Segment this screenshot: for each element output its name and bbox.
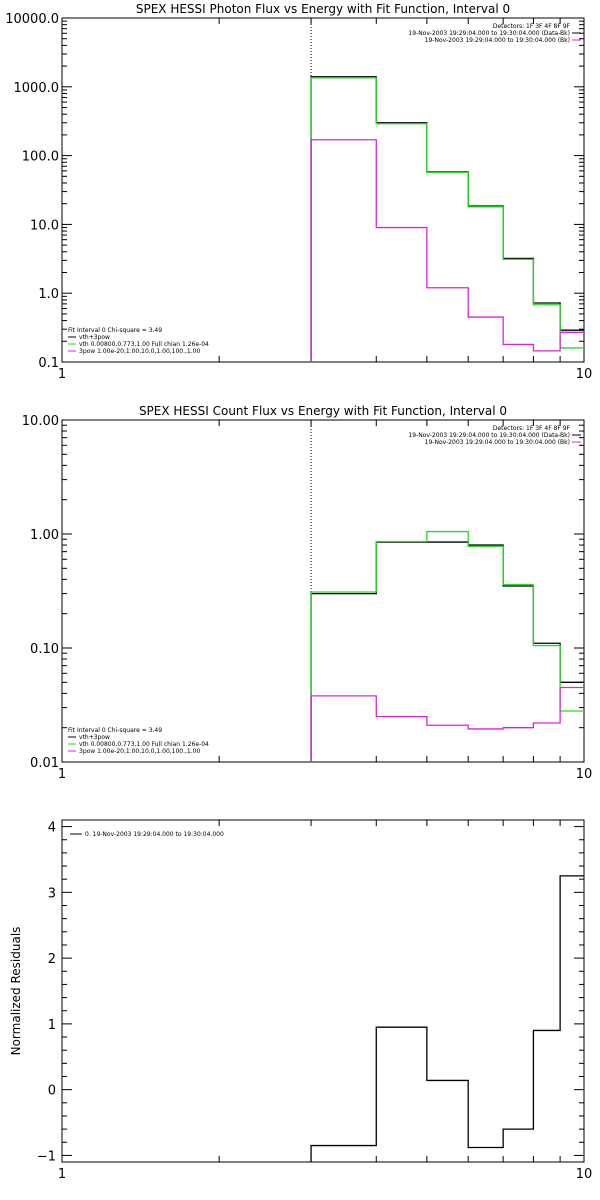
fit-component-label: vth 0.00800,0.773,1.00 Full chian 1.26e-… <box>79 741 209 748</box>
fit-summary: Fit Interval 0 Chi-square = 3.49 <box>68 727 162 734</box>
y-tick-label: 100.0 <box>22 150 59 165</box>
y-tick-label: 1.0 <box>38 287 59 302</box>
interval-label: 19-Nov-2003 19:29:04.000 to 19:30:04.000… <box>425 439 570 446</box>
y-tick-label: 10.0 <box>30 218 59 233</box>
y-tick-label: −1 <box>37 1149 56 1164</box>
y-tick-label: 0 <box>48 1084 56 1099</box>
plot-frame <box>61 819 585 1163</box>
fit-component-label: vth+3pow <box>79 734 110 741</box>
chart-title: SPEX HESSI Photon Flux vs Energy with Fi… <box>136 2 510 16</box>
series-thermal <box>310 530 584 762</box>
x-tick-label: 10 <box>576 1167 593 1182</box>
y-axis-label: Normalized Residuals <box>9 927 23 1056</box>
y-tick-label: 2 <box>48 952 56 967</box>
detectors-label: Detectors: 1F 3F 4F 8F 9F <box>493 425 571 432</box>
y-tick-label: 1.00 <box>30 528 59 543</box>
y-tick-label: 0.01 <box>30 756 59 771</box>
y-tick-label: 0.1 <box>38 356 59 371</box>
chart-title: SPEX HESSI Count Flux vs Energy with Fit… <box>139 404 507 418</box>
interval-label: 19-Nov-2003 19:29:04.000 to 19:30:04.000… <box>408 30 570 37</box>
x-tick-label: 1 <box>58 767 66 782</box>
series-group <box>310 530 584 762</box>
x-tick-label: 10 <box>576 367 593 382</box>
x-tick-label: 1 <box>58 1167 66 1182</box>
panel-3: Normalized Residuals 1 10 −1 0 1 2 3 4 0. 19-Nov-… <box>9 819 593 1182</box>
interval-label: 19-Nov-2003 19:29:04.000 to 19:30:04.000… <box>425 37 570 44</box>
series-total <box>310 541 584 762</box>
fit-component-label: 3pow 1.00e-20,1.00,10.0,1.00,100.,1.00 <box>79 348 200 355</box>
y-tick-label: 10000.0 <box>5 12 59 27</box>
series-pileup <box>310 139 584 362</box>
fit-component-label: vth+3pow <box>79 334 110 341</box>
panel-1: SPEX HESSI Photon Flux vs Energy with Fi… <box>5 2 592 382</box>
plot-frame <box>61 17 585 363</box>
y-tick-label: 3 <box>48 886 56 901</box>
detectors-label: Detectors: 1F 3F 4F 8F 9F <box>493 23 571 30</box>
interval-label: 19-Nov-2003 19:29:04.000 to 19:30:04.000… <box>408 432 570 439</box>
fit-component-label: 3pow 1.00e-20,1.00,10.0,1.00,100.,1.00 <box>79 748 200 755</box>
y-tick-label: 10.00 <box>22 414 59 429</box>
fit-component-label: vth 0.00800,0.773,1.00 Full chian 1.26e-… <box>79 341 209 348</box>
x-tick-label: 10 <box>576 767 593 782</box>
panel-2: SPEX HESSI Count Flux vs Energy with Fit… <box>22 404 592 782</box>
series-group <box>310 76 584 362</box>
series-group <box>310 875 584 1162</box>
panels: SPEX HESSI Photon Flux vs Energy with Fi… <box>5 2 592 1182</box>
fit-summary: Fit Interval 0 Chi-square = 3.49 <box>68 327 162 334</box>
y-tick-label: 0.10 <box>30 642 59 657</box>
legend-entry: 0. 19-Nov-2003 19:29:04.000 to 19:30:04.… <box>85 831 224 838</box>
y-tick-label: 4 <box>48 821 56 836</box>
series-pileup <box>310 686 584 762</box>
y-tick-label: 1 <box>48 1018 56 1033</box>
series-thermal <box>310 77 584 362</box>
series-total <box>310 875 584 1162</box>
y-tick-label: 1000.0 <box>14 81 60 96</box>
x-tick-label: 1 <box>58 367 66 382</box>
plot-frame <box>61 419 585 763</box>
series-total <box>310 76 584 362</box>
